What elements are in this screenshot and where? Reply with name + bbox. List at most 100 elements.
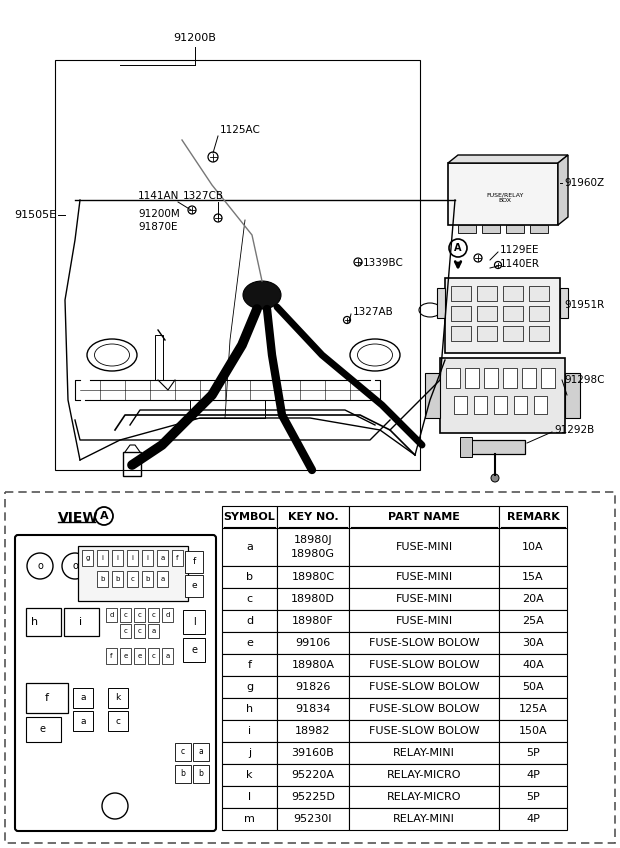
Bar <box>484 368 498 388</box>
Bar <box>458 225 476 233</box>
Text: c: c <box>151 653 156 659</box>
Bar <box>437 288 445 318</box>
Text: i: i <box>102 555 104 561</box>
Text: i: i <box>146 555 149 561</box>
Bar <box>454 396 467 414</box>
Bar <box>277 676 349 698</box>
Text: 30A: 30A <box>522 638 544 648</box>
Bar <box>349 742 499 764</box>
Bar <box>277 742 349 764</box>
Polygon shape <box>448 155 568 163</box>
Bar <box>503 368 517 388</box>
Text: e: e <box>246 638 253 648</box>
Bar <box>127 571 138 587</box>
Text: 91960Z: 91960Z <box>564 178 604 188</box>
Bar <box>499 588 567 610</box>
Polygon shape <box>558 155 568 225</box>
Bar <box>349 720 499 742</box>
Bar <box>106 608 117 622</box>
Text: a: a <box>161 555 165 561</box>
Text: c: c <box>123 628 128 634</box>
Text: a: a <box>161 576 165 582</box>
Text: 50A: 50A <box>522 682 544 692</box>
Text: SYMBOL: SYMBOL <box>224 512 275 522</box>
Bar <box>142 571 153 587</box>
Bar <box>222 808 277 830</box>
Bar <box>185 551 203 573</box>
Bar <box>155 335 163 380</box>
Bar <box>522 368 536 388</box>
Text: f: f <box>176 555 179 561</box>
Text: FUSE-SLOW BOLOW: FUSE-SLOW BOLOW <box>369 682 479 692</box>
Bar <box>349 808 499 830</box>
Text: 18980J: 18980J <box>294 535 332 545</box>
Bar <box>503 286 523 301</box>
Bar <box>277 698 349 720</box>
Bar <box>123 452 141 476</box>
Bar <box>277 588 349 610</box>
Bar <box>222 610 277 632</box>
Bar <box>477 286 497 301</box>
Bar <box>112 571 123 587</box>
Bar <box>499 698 567 720</box>
Text: A: A <box>100 511 108 521</box>
Bar <box>499 566 567 588</box>
Bar <box>277 566 349 588</box>
Text: b: b <box>145 576 149 582</box>
Text: a: a <box>198 747 203 756</box>
Text: c: c <box>123 612 128 618</box>
Bar <box>175 765 191 783</box>
Bar <box>534 396 547 414</box>
Text: 91200M: 91200M <box>138 209 180 219</box>
Bar <box>349 698 499 720</box>
Text: a: a <box>166 653 170 659</box>
Bar <box>73 688 93 708</box>
Bar <box>277 808 349 830</box>
Text: 18980A: 18980A <box>291 660 335 670</box>
Text: o: o <box>37 561 43 571</box>
Text: 40A: 40A <box>522 660 544 670</box>
Text: e: e <box>138 653 141 659</box>
Text: 20A: 20A <box>522 594 544 604</box>
Text: 5P: 5P <box>526 792 540 802</box>
Bar <box>222 566 277 588</box>
Text: l: l <box>248 792 251 802</box>
Bar <box>222 632 277 654</box>
Text: d: d <box>166 612 170 618</box>
Bar <box>222 764 277 786</box>
Bar <box>26 608 61 636</box>
Bar <box>460 437 472 457</box>
Bar <box>349 506 499 528</box>
Bar <box>82 550 93 566</box>
Bar <box>494 396 507 414</box>
Text: FUSE-MINI: FUSE-MINI <box>396 542 453 552</box>
Bar <box>506 225 524 233</box>
Bar <box>148 648 159 664</box>
Bar <box>26 717 61 742</box>
Text: c: c <box>131 576 135 582</box>
Bar <box>503 306 523 321</box>
Text: 95225D: 95225D <box>291 792 335 802</box>
Bar <box>529 306 549 321</box>
Text: c: c <box>151 612 156 618</box>
Text: f: f <box>192 557 196 566</box>
Text: b: b <box>198 769 203 778</box>
Text: b: b <box>180 769 185 778</box>
Text: 25A: 25A <box>522 616 544 626</box>
Text: a: a <box>80 717 86 726</box>
Bar <box>349 786 499 808</box>
Text: RELAY-MICRO: RELAY-MICRO <box>387 792 461 802</box>
Bar <box>465 368 479 388</box>
Ellipse shape <box>243 281 281 309</box>
Bar <box>106 648 117 664</box>
Text: 5P: 5P <box>526 748 540 758</box>
Text: 91200B: 91200B <box>174 33 216 43</box>
Text: j: j <box>248 748 251 758</box>
Bar <box>183 638 205 662</box>
Text: 125A: 125A <box>518 704 547 714</box>
Text: 91834: 91834 <box>295 704 330 714</box>
Text: RELAY-MINI: RELAY-MINI <box>393 814 455 824</box>
Bar <box>277 654 349 676</box>
Bar <box>477 326 497 341</box>
Bar <box>499 786 567 808</box>
